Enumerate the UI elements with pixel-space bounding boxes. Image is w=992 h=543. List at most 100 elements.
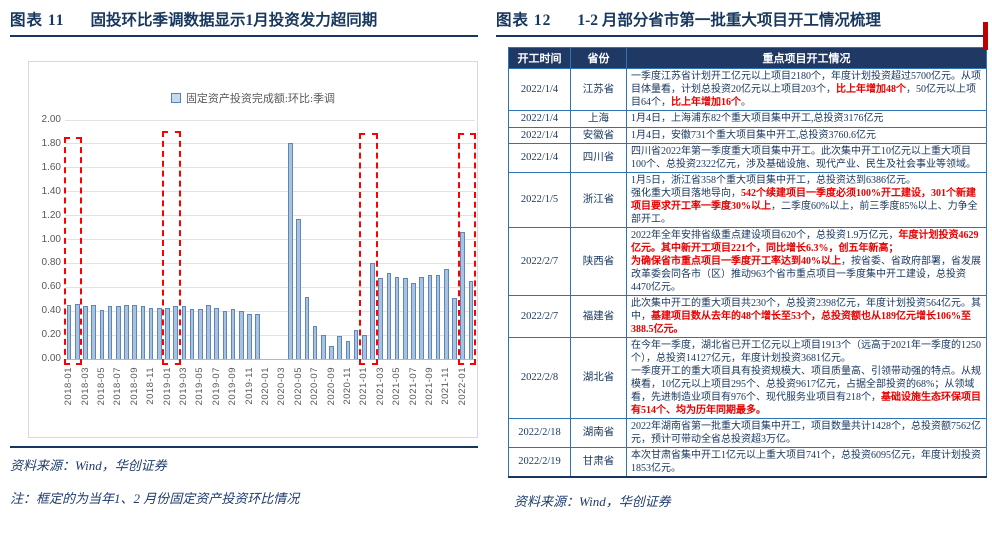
body-text: 。	[741, 97, 751, 108]
y-axis-label: 0.60	[41, 281, 61, 293]
table-row: 2022/1/4 上海 1月4日，上海浦东82个重大项目集中开工,总投资3176亿元	[508, 110, 987, 128]
province-cell: 陕西省	[570, 227, 627, 297]
province-cell: 上海	[570, 110, 627, 128]
figure-12-source: 资料来源：Wind，华创证券	[514, 494, 671, 510]
body-text: 此次集中开工的重大项目共230个，总投资2398亿元，年度计划投资564亿元。其…	[631, 298, 981, 323]
figure-12: 图表 12 1-2 月部分省市第一批重大项目开工情况梳理 开工时间 省份 重点项目…	[496, 8, 988, 510]
x-axis-label: 2021-09	[423, 367, 435, 406]
emphasis-text: 542个续建项目一季度必须100%开工建设，301个新建项目要求开工率一季度30…	[631, 188, 976, 213]
project-detail-cell: 2022年湖南省第一批重大项目集中开工，项目数量共计1428个，总投资额7562…	[626, 418, 987, 449]
body-text: 2022年全年安排省级重点建设项目620个，总投资1.9万亿元，	[631, 230, 899, 242]
gridline	[65, 215, 475, 217]
project-detail-cell: 1月4日，上海浦东82个重大项目集中开工,总投资3176亿元	[626, 110, 987, 128]
gridline	[65, 334, 475, 336]
table-row: 2022/1/4 安徽省 1月4日，安徽731个重大项目集中开工,总投资3760.6…	[508, 126, 987, 145]
body-text: 1月5日，浙江省358个重大项目集中开工，总投资达到6386亿元。 强化重大项目…	[631, 175, 916, 200]
body-text: 四川省2022年第一季度重大项目集中开工。此次集中开工10亿元以上重大项目100…	[631, 146, 976, 171]
table-row: 2022/2/7 福建省 此次集中开工的重大项目共230个，总投资2398亿元，年度…	[508, 295, 987, 339]
start-date-cell: 2022/1/4	[508, 110, 571, 128]
bar	[99, 310, 105, 359]
gridline	[65, 119, 475, 121]
x-axis-label: 2020-05	[292, 367, 304, 406]
bar	[206, 305, 211, 359]
bar	[157, 307, 162, 359]
body-text: 本次甘肃省集中开工1亿元以上重大项目741个，总投资6095亿元，年度计划投资1…	[631, 450, 981, 475]
bar	[353, 330, 359, 359]
bar	[386, 272, 392, 359]
jan-feb-highlight-box	[359, 133, 378, 365]
x-axis-label: 2019-03	[177, 367, 189, 406]
bar	[214, 307, 219, 359]
bar	[435, 275, 441, 359]
x-axis-label: 2018-05	[95, 367, 107, 406]
start-date-cell: 2022/1/4	[508, 143, 571, 174]
emphasis-text: 比上年增加48个	[836, 84, 906, 95]
figure-11-source: 资料来源：Wind，华创证券	[10, 458, 167, 473]
bar	[468, 281, 474, 359]
bar	[75, 304, 80, 359]
bar	[181, 306, 187, 359]
table-row: 2022/1/4 江苏省 一季度江苏省计划开工亿元以上项目2180个，年度计划投资超…	[508, 68, 987, 111]
province-cell: 浙江省	[570, 172, 627, 229]
body-text: 1月4日，上海浦东82个重大项目集中开工,总投资3176亿元	[631, 113, 884, 125]
legend-square-icon	[170, 93, 181, 103]
figure-11-note: 注：框定的为当年1、2 月份固定资产投资环比情况	[10, 491, 300, 506]
project-detail-cell: 四川省2022年第一季度重大项目集中开工。此次集中开工10亿元以上重大项目100…	[626, 143, 987, 174]
figure-12-title: 1-2 月部分省市第一批重大项目开工情况梳理	[577, 12, 881, 29]
plot-area: 2.00 1.80 1.60 1.40 1.20 1.00 0.80 0.60 0.40 0.20…	[42, 114, 476, 405]
gridline	[65, 167, 475, 169]
bar	[247, 313, 252, 359]
header-province: 省份	[570, 47, 627, 69]
x-axis-label: 2022-01	[456, 367, 468, 406]
figure-12-header: 图表 12 1-2 月部分省市第一批重大项目开工情况梳理	[496, 8, 988, 37]
bar	[394, 276, 400, 359]
bar	[427, 275, 433, 359]
bar	[460, 232, 465, 359]
bar	[403, 277, 408, 359]
jan-feb-highlight-box	[162, 130, 181, 365]
bar	[288, 142, 293, 359]
gridline	[65, 286, 475, 288]
header-project-detail: 重点项目开工情况	[626, 47, 987, 69]
gridline	[65, 191, 475, 193]
bar	[91, 305, 96, 359]
chart-legend: 固定资产投资完成额:环比:季调	[29, 90, 477, 106]
figure-11-header: 图表 11 固投环比季调数据显示1月投资发力超同期	[10, 8, 478, 37]
bar	[107, 306, 113, 359]
x-axis-label: 2020-11	[341, 367, 353, 405]
bar	[239, 311, 244, 359]
province-cell: 江苏省	[570, 68, 627, 111]
start-date-cell: 2022/2/18	[508, 418, 571, 449]
x-axis-label: 2019-01	[161, 367, 173, 406]
bar	[370, 263, 375, 359]
gridline	[65, 239, 475, 240]
table-row: 2022/1/5 浙江省 1月5日，浙江省358个重大项目集中开工，总投资达到638…	[508, 172, 987, 229]
table-header-row: 开工时间 省份 重点项目开工情况	[508, 47, 987, 69]
x-axis-label: 2021-03	[374, 367, 386, 406]
gridline	[65, 358, 475, 360]
y-axis-label: 1.80	[41, 137, 61, 149]
jan-feb-highlight-box	[64, 136, 83, 365]
header-start-date: 开工时间	[508, 47, 571, 69]
body-text: ，二季度60%以上，前三季度85%以上、力争全部开工。	[631, 201, 978, 226]
bar	[337, 336, 342, 359]
bar	[66, 305, 72, 359]
bar	[132, 305, 137, 359]
x-axis-label: 2021-01	[358, 367, 370, 406]
start-date-cell: 2022/2/8	[508, 337, 571, 420]
start-date-cell: 2022/1/5	[508, 172, 571, 229]
bar	[230, 308, 236, 359]
province-cell: 甘肃省	[570, 447, 627, 478]
jan-feb-highlight-box	[457, 133, 476, 365]
y-axis-label: 0.40	[41, 305, 61, 317]
y-axis-label: 1.60	[41, 161, 61, 173]
project-detail-cell: 此次集中开工的重大项目共230个，总投资2398亿元，年度计划投资564亿元。其…	[626, 295, 987, 339]
x-axis-label: 2020-09	[325, 367, 337, 406]
table-row: 2022/2/8 湖北省 在今年一季度，湖北省已开工亿元以上项目1913个（远高于2…	[508, 337, 987, 420]
bar	[165, 307, 170, 359]
projects-table: 开工时间 省份 重点项目开工情况 2022/1/4 江苏省 一季度江苏省计划开工亿元…	[508, 47, 987, 479]
province-cell: 福建省	[570, 295, 627, 339]
figure-11-bottom-rule	[10, 446, 478, 448]
x-axis-label: 2018-11	[145, 367, 157, 405]
x-axis-label: 2020-07	[309, 367, 321, 406]
